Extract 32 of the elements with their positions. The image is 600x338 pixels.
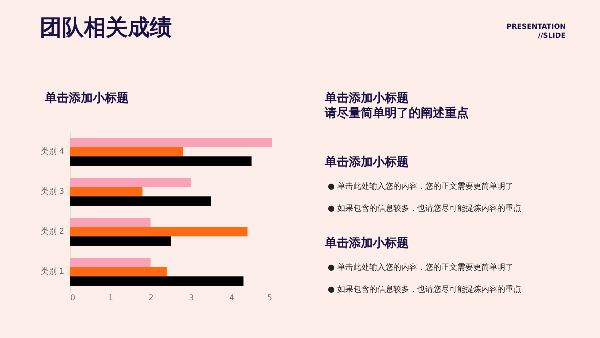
text: 单击添加小标题: [324, 155, 409, 169]
y-tick-label: 类别 4: [40, 147, 64, 156]
text: 单击添加小标题: [324, 91, 409, 105]
x-tick-label: 1: [108, 294, 114, 302]
x-tick-label: 5: [267, 294, 272, 302]
bar: [70, 267, 167, 277]
text: ● 如果包含的信息较多，也请您尽可能提炼内容的重点: [328, 204, 522, 213]
text: ● 单击此处输入您的内容，您的正文需要更简单明了: [328, 182, 514, 191]
bar: [70, 187, 143, 197]
text: 请尽量简单明了的阐述重点: [324, 106, 469, 120]
chart-title: 团队相关成绩: [40, 16, 172, 41]
y-tick-label: 类别 3: [40, 187, 64, 196]
bar: [70, 236, 171, 246]
text: 单击添加小标题: [324, 236, 409, 250]
bar: [70, 276, 244, 286]
x-tick-label: 4: [230, 294, 235, 302]
x-tick-label: 3: [189, 294, 194, 302]
bar: [70, 147, 184, 157]
bar: [70, 258, 151, 268]
text: ● 如果包含的信息较多，也请您尽可能提炼内容的重点: [328, 285, 522, 294]
x-tick-label: 2: [148, 294, 154, 302]
bar: [70, 227, 248, 237]
y-tick-label: 类别 2: [40, 227, 64, 236]
chart-subtitle: 单击添加小标题: [44, 91, 129, 105]
bar: [70, 156, 252, 166]
bar: [70, 196, 212, 206]
x-tick-label: 0: [70, 294, 76, 302]
bar: [70, 218, 151, 228]
bar: [70, 178, 192, 188]
text: ● 单击此处输入您的内容，您的正文需要更简单明了: [328, 263, 514, 272]
y-tick-label: 类别 1: [40, 267, 64, 276]
bar: [70, 138, 272, 148]
